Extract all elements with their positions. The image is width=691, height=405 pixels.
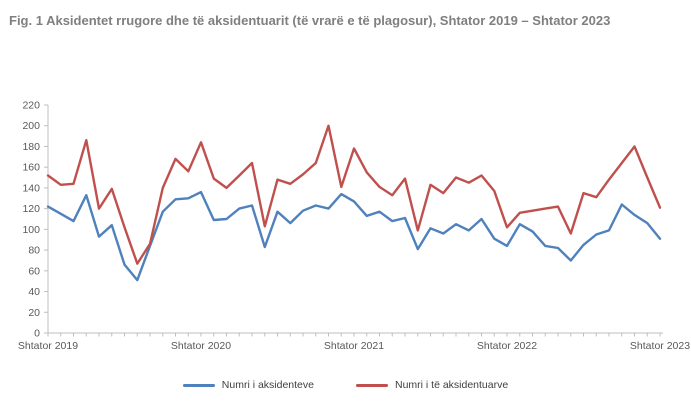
legend-label-aksidenteve: Numri i aksidenteve xyxy=(221,379,314,391)
y-tick-label: 0 xyxy=(34,328,40,340)
y-tick-label: 200 xyxy=(22,120,40,132)
legend-label-aksidentuarve: Numri i të aksidentuarve xyxy=(394,379,509,391)
legend-item-aksidenteve: Numri i aksidenteve xyxy=(182,379,314,391)
legend: Numri i aksidenteve Numri i të aksidentu… xyxy=(0,379,691,391)
figure-title: Fig. 1 Aksidentet rrugore dhe të aksiden… xyxy=(9,13,611,28)
y-tick-label: 100 xyxy=(22,224,40,236)
y-tick-label: 20 xyxy=(28,307,40,319)
legend-item-aksidentuarve: Numri i të aksidentuarve xyxy=(355,379,509,391)
y-tick-label: 180 xyxy=(22,141,40,153)
legend-swatch-aksidentuarve xyxy=(355,383,388,387)
x-tick-label: Shtator 2019 xyxy=(18,340,78,352)
series-line-1 xyxy=(46,124,662,265)
x-tick-label: Shtator 2021 xyxy=(324,340,384,352)
legend-swatch-aksidenteve xyxy=(182,383,215,387)
line-chart: 0 20 40 60 80 100 120 140 160 180 200 220 Shtator 20… xyxy=(18,100,690,353)
x-tick-label: Shtator 2020 xyxy=(171,340,231,352)
y-tick-label: 60 xyxy=(28,265,40,277)
y-tick-label: 220 xyxy=(22,100,40,112)
series-line-0 xyxy=(46,190,662,282)
y-tick-label: 40 xyxy=(28,286,40,298)
y-tick-label: 160 xyxy=(22,162,40,174)
x-tick-label: Shtator 2023 xyxy=(630,340,690,352)
y-tick-label: 120 xyxy=(22,203,40,215)
x-tick-label: Shtator 2022 xyxy=(477,340,537,352)
y-tick-label: 80 xyxy=(28,245,40,257)
chart-area: 0 20 40 60 80 100 120 140 160 180 200 220 Shtator 20… xyxy=(0,92,691,364)
y-tick-label: 140 xyxy=(22,182,40,194)
